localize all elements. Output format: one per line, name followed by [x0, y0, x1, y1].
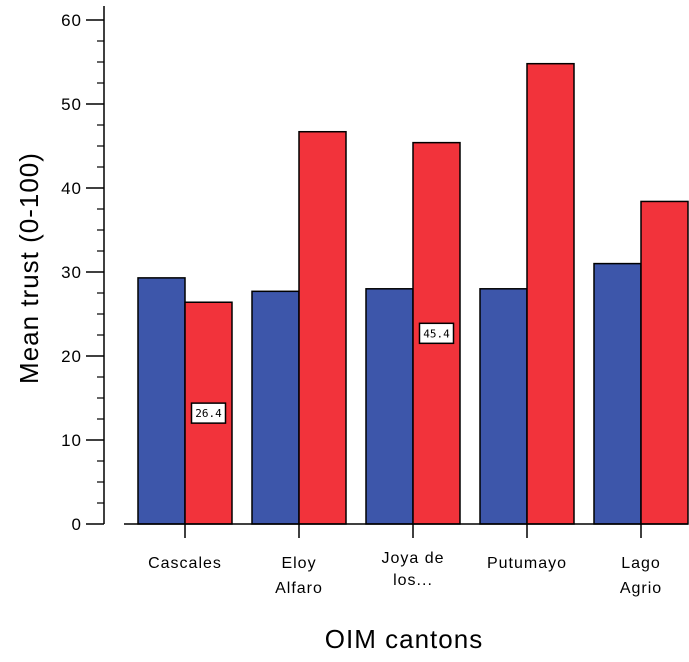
- data-label: 45.4: [423, 327, 450, 340]
- x-tick-label: Agrio: [620, 580, 662, 597]
- data-label-box: [190, 402, 227, 424]
- x-tick-label: Eloy: [281, 555, 316, 572]
- y-tick-label: 50: [61, 95, 82, 114]
- y-tick-label: 30: [61, 263, 82, 282]
- y-tick-label: 20: [61, 347, 82, 366]
- y-tick-label: 60: [61, 11, 82, 30]
- y-tick-label: 0: [72, 515, 82, 534]
- x-tick-label: Joya de: [381, 550, 444, 567]
- data-label: 26.4: [195, 407, 222, 420]
- y-axis-title: Mean trust (0-100): [14, 152, 44, 384]
- bar-series2-4: [640, 200, 689, 525]
- bar-series1-2: [365, 288, 414, 525]
- bar-series1-4: [593, 262, 642, 525]
- y-tick-label: 40: [61, 179, 82, 198]
- x-axis: Cascales Eloy Alfaro Joya de los... Putumayo L…: [124, 523, 688, 597]
- data-labels: 26.4 45.4: [190, 322, 455, 424]
- y-tick-label: 10: [61, 431, 82, 450]
- x-tick-label: Putumayo: [487, 555, 567, 572]
- data-label-box: [418, 322, 455, 345]
- x-axis-title: OIM cantons: [325, 624, 483, 654]
- bar-series1-0: [137, 277, 186, 525]
- x-tick-label: los...: [393, 572, 433, 589]
- bar-series1-1: [251, 290, 300, 525]
- y-axis: 0 10 20 30 40 50 60: [61, 6, 105, 534]
- bar-series1-3: [479, 288, 528, 525]
- bar-series2-1: [298, 130, 347, 525]
- x-tick-label: Alfaro: [275, 580, 323, 597]
- bars: [137, 62, 689, 525]
- x-tick-label: Lago: [621, 555, 661, 572]
- bar-series2-3: [526, 62, 575, 525]
- x-tick-label: Cascales: [148, 555, 222, 572]
